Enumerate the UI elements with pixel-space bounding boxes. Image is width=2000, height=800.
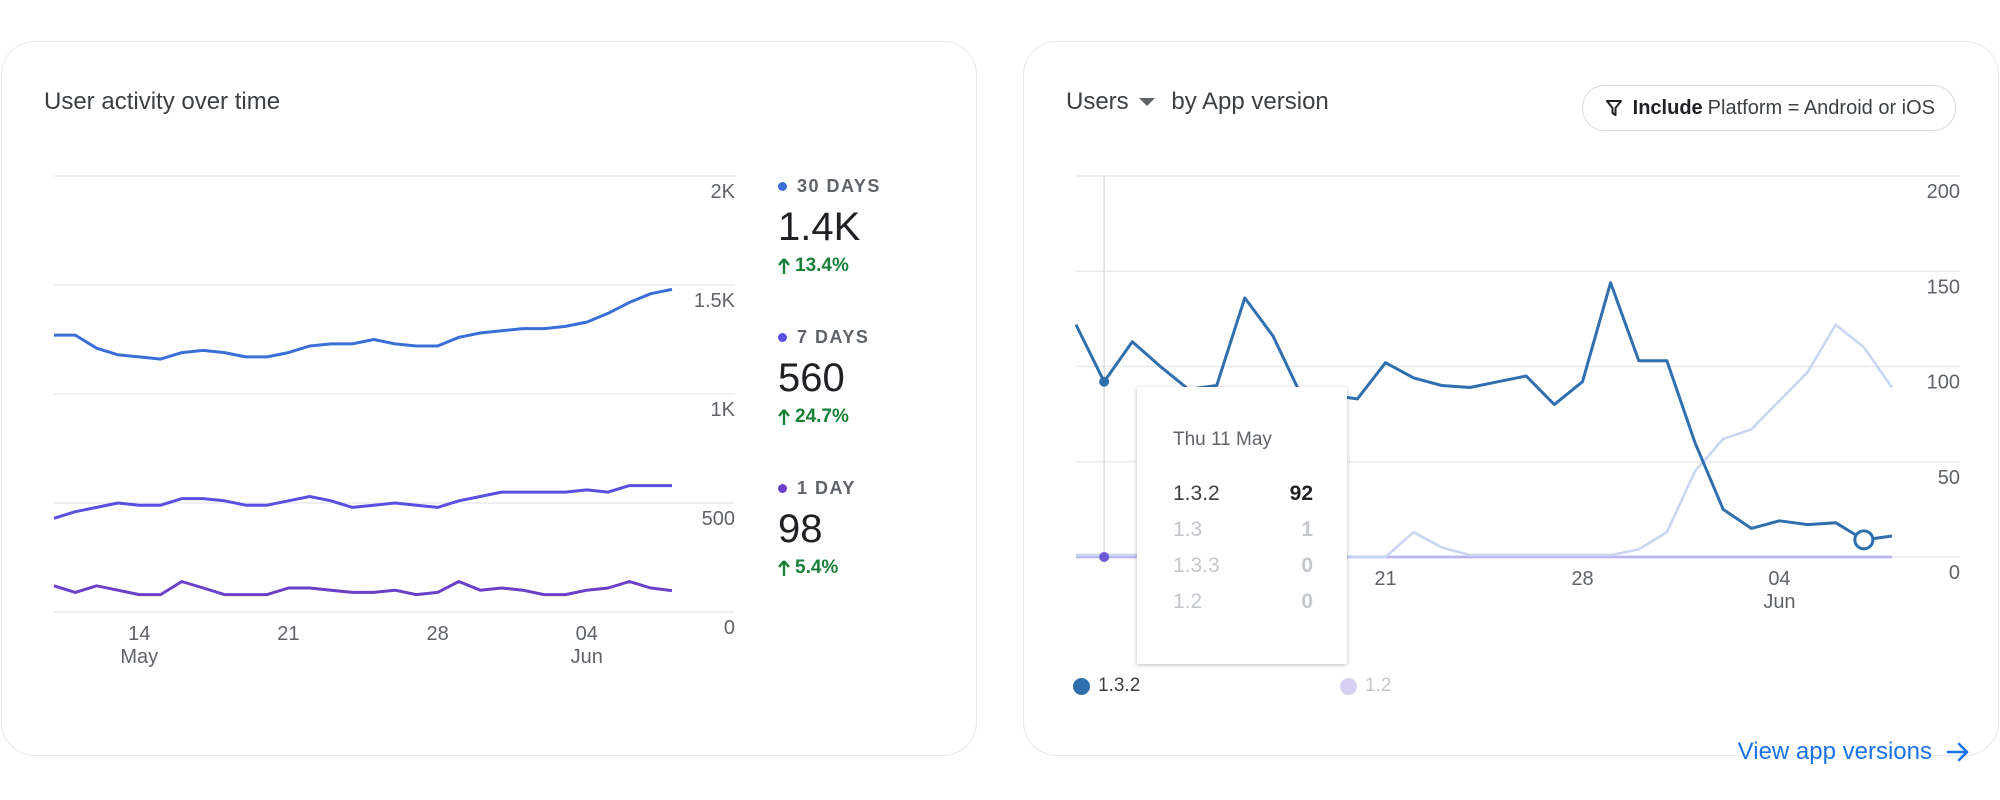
arrow-right-icon (1946, 742, 1969, 762)
y-tick-label: 50 (1938, 467, 1960, 489)
stat-change: 24.7% (795, 406, 849, 427)
filter-condition: Platform = Android or iOS (1707, 96, 1935, 119)
stat-value: 98 (778, 507, 823, 551)
legend-label: 1.3.2 (1098, 675, 1141, 696)
highlight-point-1-3-2 (1853, 529, 1875, 551)
user-activity-card: User activity over time 2K 1.5K 1K 500 0 14 M… (1, 41, 977, 756)
filter-icon (1605, 100, 1622, 116)
platform-filter-chip[interactable]: Include Platform = Android or iOS (1581, 85, 1956, 131)
tooltip-series-value: 1 (1301, 518, 1313, 541)
legend-item-1-3-2[interactable]: 1.3.2 (1073, 675, 1140, 697)
app-version-card: Users by App version Include Platform = … (1023, 41, 1999, 765)
tooltip-series-name: 1.3.2 (1173, 482, 1220, 505)
legend-item-1-2[interactable]: 1.2 (1340, 675, 1391, 697)
metric-label: Users (1066, 88, 1129, 115)
tooltip-series-name: 1.3 (1173, 518, 1203, 541)
x-tick-month-label: Jun (571, 646, 603, 668)
x-tick-label: 28 (1571, 568, 1593, 590)
card-title: User activity over time (44, 88, 281, 115)
stat-label: 7 DAYS (797, 327, 870, 347)
tooltip-row: 1.3 1 (1173, 518, 1313, 542)
y-tick-label: 1.5K (694, 290, 736, 312)
y-tick-label: 1K (711, 399, 736, 421)
series-7-days-dot (778, 333, 787, 342)
series-line-1-3-2[interactable] (1074, 281, 1893, 542)
stat-7-days: 7 DAYS 560 24.7% (778, 327, 958, 428)
arrow-up-icon (778, 257, 790, 274)
dimension-label: by App version (1171, 88, 1329, 115)
y-tick-label: 2K (711, 181, 736, 203)
x-tick-month-label: May (120, 646, 158, 668)
x-tick-label: 28 (426, 623, 448, 645)
stat-1-day: 1 DAY 98 5.4% (778, 478, 958, 579)
stat-label: 1 DAY (797, 478, 856, 498)
stat-value: 560 (778, 356, 845, 400)
y-tick-label: 500 (702, 508, 735, 530)
view-app-versions-link[interactable]: View app versions (1738, 738, 1970, 766)
arrow-up-icon (778, 408, 790, 425)
y-tick-label: 200 (1927, 181, 1960, 203)
series-line-7-days[interactable] (53, 484, 672, 520)
legend-label: 1.2 (1365, 675, 1392, 696)
y-tick-label: 0 (724, 617, 735, 639)
stat-30-days: 30 DAYS 1.4K 13.4% (778, 176, 958, 277)
y-tick-label: 0 (1949, 562, 1960, 584)
stat-change: 5.4% (795, 557, 839, 578)
chart-tooltip: Thu 11 May 1.3.2 92 1.3 1 1.3.3 0 1.2 0 (1137, 387, 1347, 664)
series-1-day-dot (778, 484, 787, 493)
caret-down-icon[interactable] (1138, 98, 1155, 106)
stat-label: 30 DAYS (797, 176, 881, 196)
tooltip-series-value: 92 (1289, 482, 1313, 505)
tooltip-series-value: 0 (1301, 554, 1313, 577)
metric-selector[interactable]: Users (1066, 88, 1165, 116)
series-30-days-dot (778, 182, 787, 191)
tooltip-series-name: 1.2 (1173, 590, 1203, 613)
tooltip-series-value: 0 (1301, 590, 1313, 613)
legend-dot (1073, 677, 1090, 695)
stat-change: 13.4% (795, 255, 849, 276)
tooltip-row: 1.2 0 (1173, 590, 1313, 614)
legend-dot (1340, 677, 1357, 695)
series-line-30-days[interactable] (54, 287, 673, 361)
series-line-1-day[interactable] (53, 580, 673, 597)
tooltip-row: 1.3.2 92 (1173, 482, 1313, 506)
x-tick-label: 14 (128, 623, 150, 645)
tooltip-series-name: 1.3.3 (1173, 554, 1220, 577)
tooltip-date: Thu 11 May (1173, 429, 1272, 450)
card-title: Users by App version (1066, 88, 1329, 116)
x-tick-label: 04 (1768, 568, 1790, 590)
x-tick-label: 21 (277, 623, 299, 645)
hover-point-1-3-2 (1099, 376, 1110, 387)
x-tick-label: 04 (576, 623, 598, 645)
hover-point-baseline (1099, 552, 1110, 562)
view-app-versions-label: View app versions (1737, 738, 1932, 765)
filter-include-label: Include (1632, 96, 1703, 119)
tooltip-row: 1.3.3 0 (1173, 554, 1313, 578)
y-tick-label: 150 (1927, 276, 1960, 298)
x-tick-month-label: Jun (1763, 591, 1795, 613)
stat-value: 1.4K (778, 205, 861, 249)
y-tick-label: 100 (1927, 372, 1960, 394)
arrow-up-icon (778, 559, 790, 576)
x-tick-label: 21 (1374, 568, 1396, 590)
